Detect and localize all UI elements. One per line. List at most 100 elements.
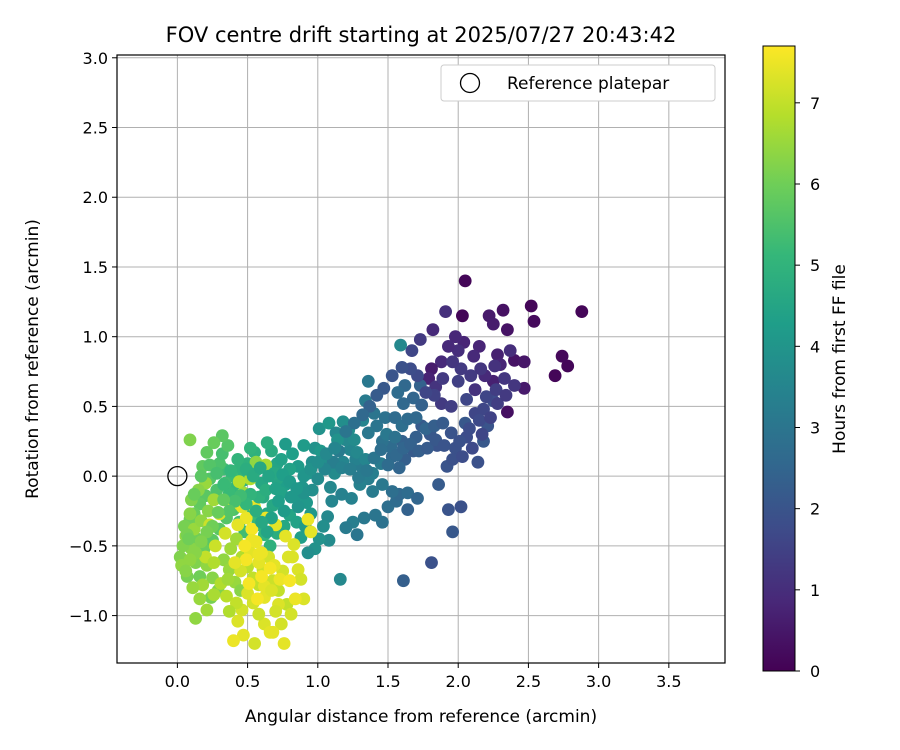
data-point bbox=[444, 400, 458, 413]
data-point bbox=[251, 592, 264, 606]
data-point bbox=[201, 504, 215, 518]
data-point bbox=[227, 634, 240, 648]
data-point bbox=[501, 405, 514, 419]
data-point bbox=[475, 427, 489, 441]
data-point bbox=[491, 348, 504, 362]
data-point bbox=[498, 372, 511, 385]
data-point bbox=[217, 478, 231, 491]
y-axis-label: Rotation from reference (arcmin) bbox=[23, 219, 43, 499]
data-point bbox=[456, 450, 469, 463]
data-point bbox=[446, 355, 459, 369]
data-point bbox=[262, 469, 275, 483]
colorbar-tick-label: 1 bbox=[810, 581, 820, 600]
data-point bbox=[472, 414, 486, 427]
data-point bbox=[224, 464, 238, 477]
data-point bbox=[265, 584, 278, 597]
data-point bbox=[471, 455, 485, 469]
data-point bbox=[232, 475, 246, 489]
data-point bbox=[451, 374, 465, 388]
data-point bbox=[361, 426, 375, 440]
x-axis-ticks: 0.0 0.5 1.0 1.5 2.0 2.5 3.0 3.5 bbox=[165, 663, 682, 691]
plot-frame bbox=[116, 54, 726, 664]
data-point bbox=[193, 592, 207, 606]
data-point bbox=[286, 550, 299, 564]
data-point bbox=[333, 572, 347, 586]
data-point bbox=[467, 349, 481, 363]
data-point bbox=[472, 340, 486, 353]
data-point bbox=[491, 397, 504, 410]
data-point bbox=[488, 359, 502, 373]
data-point bbox=[328, 441, 341, 455]
data-point bbox=[508, 379, 521, 392]
data-point bbox=[489, 383, 503, 397]
data-point bbox=[446, 525, 459, 539]
data-point bbox=[496, 303, 510, 317]
data-point bbox=[409, 411, 423, 424]
data-point bbox=[237, 628, 250, 642]
data-point bbox=[395, 361, 409, 374]
data-point bbox=[366, 485, 379, 498]
data-point bbox=[401, 486, 415, 500]
data-point bbox=[370, 388, 384, 402]
colorbar-label: Hours from first FF file bbox=[830, 264, 850, 454]
data-point bbox=[486, 317, 500, 331]
chart-title: FOV centre drift starting at 2025/07/27 … bbox=[166, 23, 677, 47]
data-point bbox=[347, 433, 361, 447]
data-point bbox=[248, 637, 261, 650]
y-tick-label: −1.0 bbox=[69, 607, 108, 626]
data-point bbox=[265, 511, 278, 525]
legend-marker bbox=[459, 72, 481, 94]
data-point bbox=[345, 492, 358, 505]
data-point bbox=[179, 564, 193, 578]
data-point bbox=[435, 397, 448, 410]
data-point bbox=[499, 388, 513, 402]
y-tick-label: 1.0 bbox=[83, 328, 108, 347]
data-point bbox=[231, 614, 245, 628]
data-point bbox=[479, 390, 493, 404]
reference-marker bbox=[167, 465, 188, 487]
data-point bbox=[291, 563, 305, 576]
data-point bbox=[385, 369, 399, 383]
data-point bbox=[484, 411, 497, 424]
data-point bbox=[392, 461, 406, 475]
x-tick-label: 1.5 bbox=[375, 672, 400, 691]
data-point bbox=[252, 547, 266, 561]
data-point bbox=[273, 572, 287, 586]
data-point bbox=[245, 522, 259, 536]
data-point bbox=[463, 422, 476, 436]
data-point bbox=[413, 333, 427, 346]
data-point bbox=[294, 572, 308, 586]
data-point bbox=[217, 493, 231, 507]
colorbar-gradient bbox=[762, 45, 796, 672]
data-point bbox=[405, 344, 419, 357]
data-point bbox=[420, 441, 434, 455]
reference-marker-layer bbox=[167, 465, 188, 487]
data-point bbox=[527, 314, 541, 328]
data-point bbox=[304, 525, 318, 539]
data-point bbox=[425, 556, 438, 569]
data-point bbox=[218, 526, 232, 540]
grid-lines bbox=[117, 55, 725, 663]
data-point bbox=[215, 429, 229, 443]
data-point bbox=[274, 617, 288, 631]
data-point bbox=[187, 487, 201, 501]
data-point bbox=[213, 457, 226, 470]
data-point bbox=[444, 426, 458, 440]
colorbar-tick-label: 7 bbox=[810, 94, 820, 113]
data-point bbox=[426, 323, 440, 337]
data-point bbox=[367, 451, 381, 465]
x-tick-label: 3.5 bbox=[656, 672, 681, 691]
colorbar-tick-label: 2 bbox=[810, 500, 820, 519]
data-point bbox=[183, 553, 197, 567]
data-point bbox=[239, 553, 253, 567]
data-point bbox=[279, 437, 292, 451]
data-points bbox=[173, 274, 589, 650]
data-point bbox=[391, 386, 405, 399]
data-point bbox=[437, 439, 451, 452]
data-point bbox=[422, 372, 436, 385]
y-axis-ticks: −1.0 −0.5 0.0 0.5 1.0 1.5 2.0 2.5 3.0 bbox=[69, 49, 117, 626]
data-point bbox=[385, 485, 399, 498]
data-point bbox=[322, 533, 336, 547]
data-point bbox=[252, 607, 266, 621]
data-point bbox=[350, 446, 364, 459]
